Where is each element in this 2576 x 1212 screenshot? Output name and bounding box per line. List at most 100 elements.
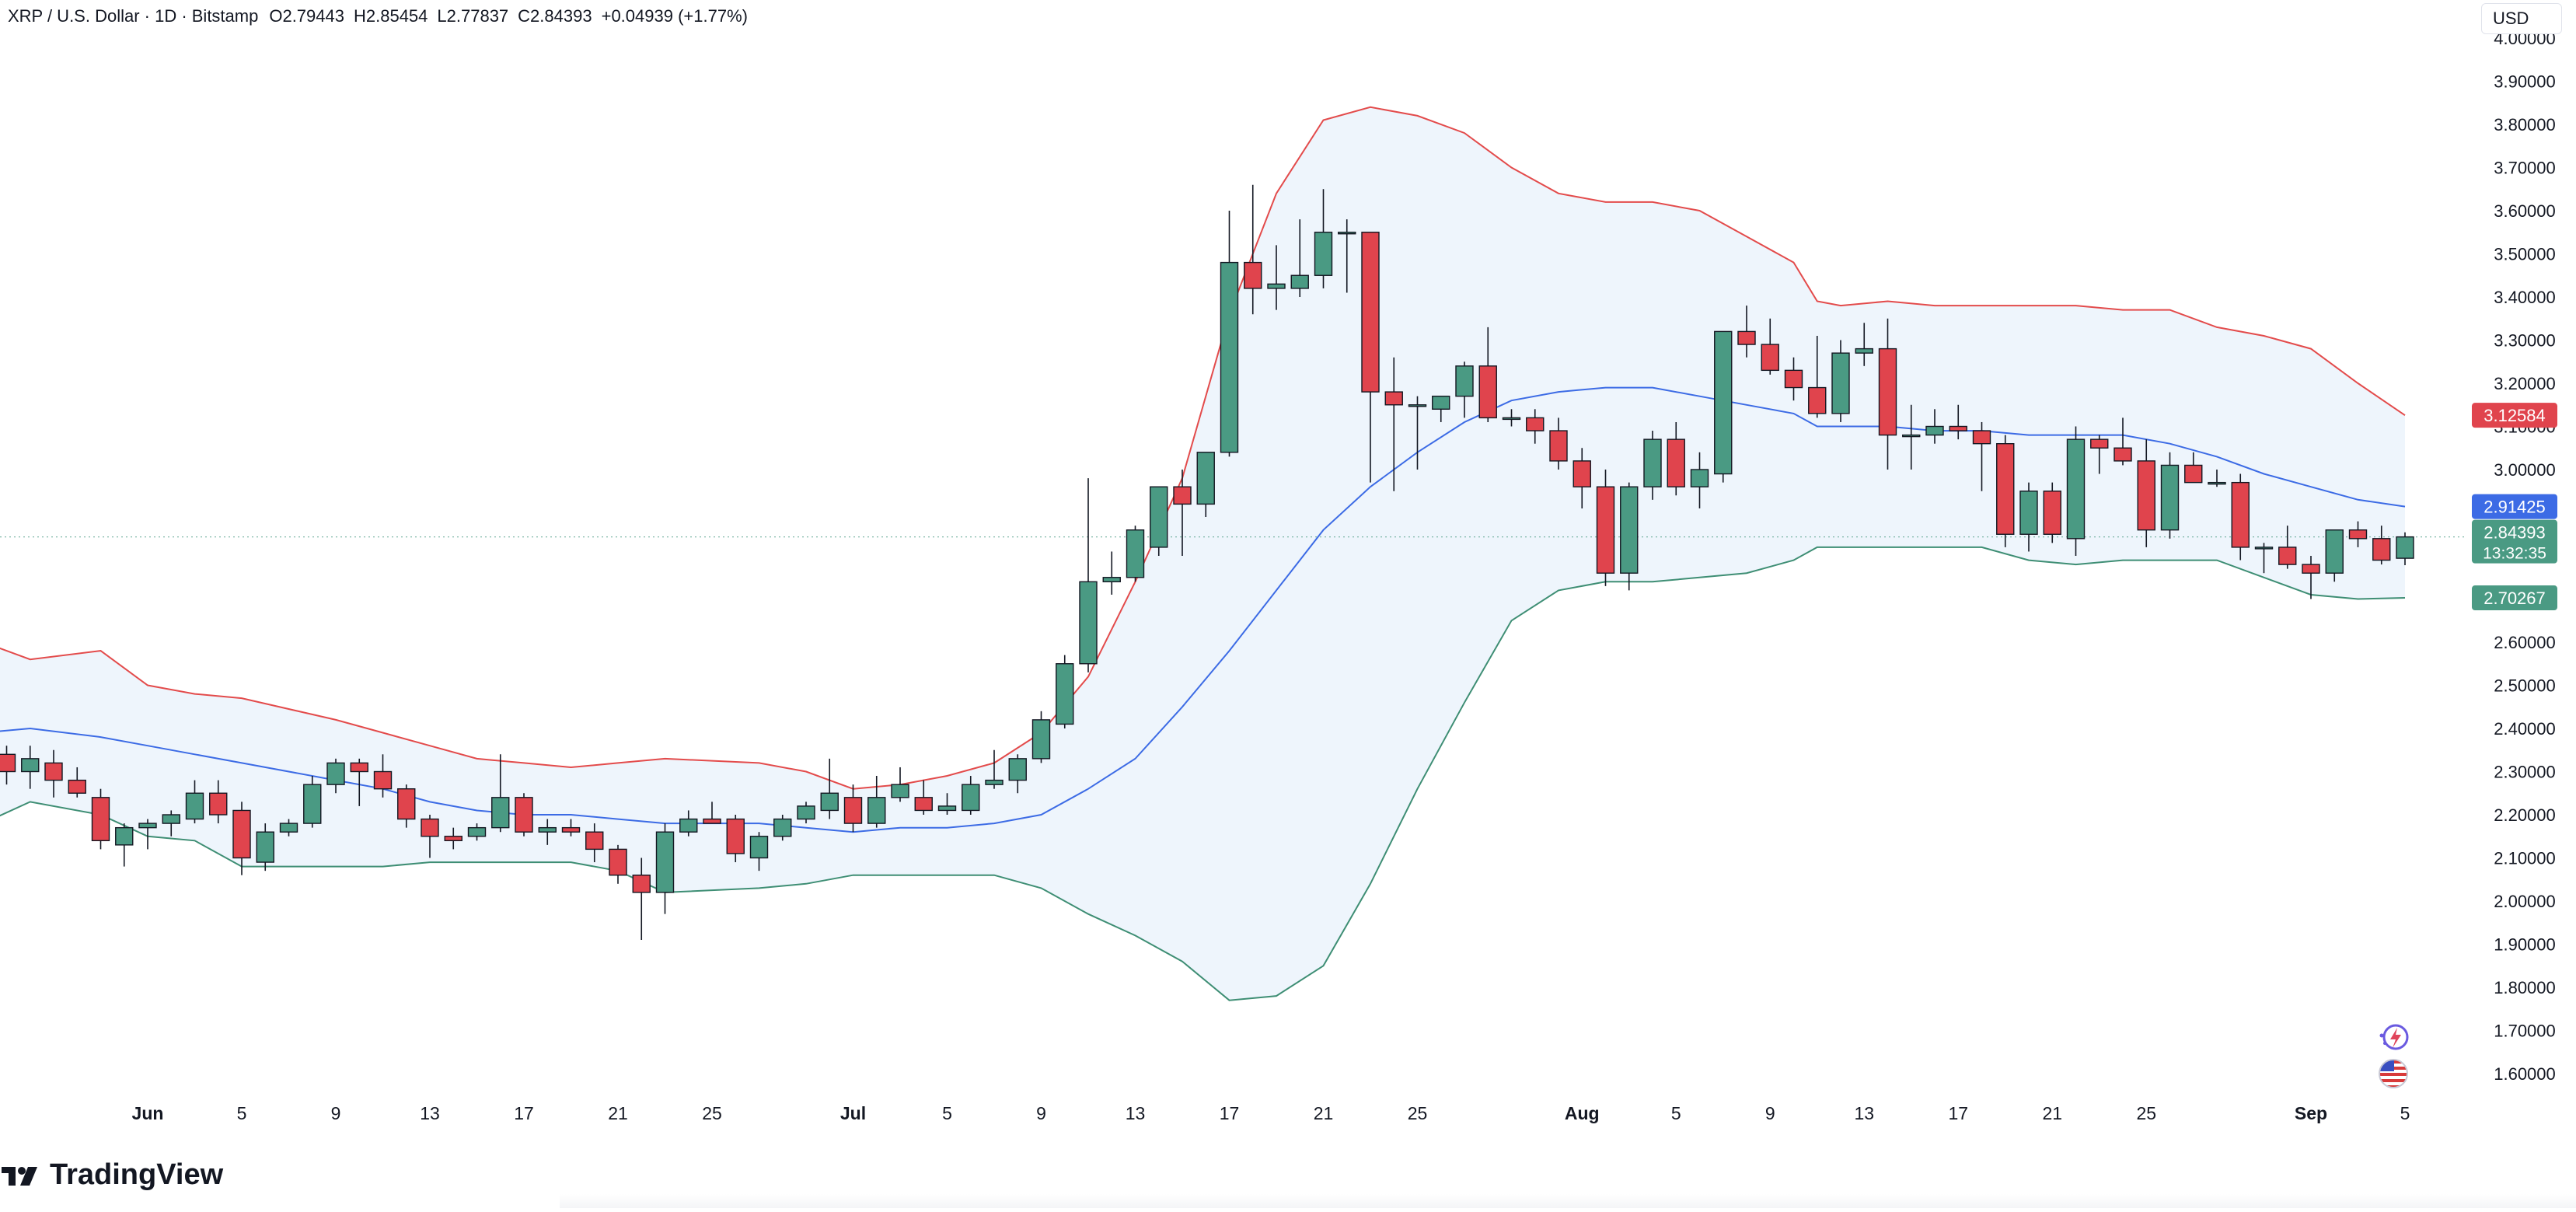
candle-body [1502,417,1521,421]
candle [1173,470,1192,556]
change-value: +0.04939 (+1.77%) [601,6,748,26]
us-flag-icon[interactable] [2375,1056,2411,1091]
candle [1620,482,1639,591]
candle [1761,318,1779,375]
candle [703,802,721,824]
candle-body [749,836,769,859]
x-tick-label: 5 [2400,1103,2410,1123]
y-tick-label: 2.10000 [2494,849,2556,868]
candle [2090,435,2109,474]
candle [1690,452,1709,508]
tradingview-brand[interactable]: TradingView [0,1158,223,1192]
candle [1549,417,1568,470]
candle-body [679,818,698,833]
candle [1667,421,1685,496]
bolt-icon[interactable] [2375,1020,2411,1056]
candle-body [421,818,439,837]
candle [2043,482,2061,543]
candle [1455,362,1474,418]
candle [2137,439,2155,547]
candle-body [1596,486,1615,574]
candle-body [162,814,180,824]
candle [373,754,393,798]
x-tick-label: 25 [702,1103,722,1123]
candle-body [773,818,792,837]
candle-body [1831,352,1850,414]
candle [843,784,863,833]
candle [21,746,40,789]
candle [2114,417,2132,466]
currency-button[interactable]: USD [2481,3,2562,34]
candle-body [538,826,557,833]
candle-body [2396,536,2414,559]
candle [914,780,933,815]
y-tick-label: 1.80000 [2494,978,2556,997]
x-tick-label: 9 [331,1103,341,1123]
candle-body [726,818,745,854]
candle-body [115,826,134,846]
candle-body [1549,430,1568,462]
candle [2396,532,2414,566]
candle-body [279,823,298,833]
candle-body [632,874,651,893]
candle-body [1314,232,1333,276]
x-tick-label: 17 [1220,1103,1240,1123]
candle [1831,340,1850,422]
candle-body [1643,438,1662,487]
y-tick-label: 1.70000 [2494,1022,2556,1041]
y-tick-label: 3.70000 [2494,159,2556,178]
candle [1972,421,1991,491]
candle [1596,470,1615,586]
candle-body [1878,348,1897,436]
candle-body [303,784,322,824]
candle [585,823,604,863]
candle [2254,543,2274,574]
candle [303,776,322,828]
x-tick-label: 21 [2042,1103,2062,1123]
upper-band-badge: 3.12584 [2472,403,2557,428]
candle-body [937,805,957,812]
upper-band-badge-bg [2472,403,2557,428]
tradingview-logo-icon [2,1166,37,1186]
candle [44,749,63,798]
candle [1008,754,1027,794]
candle-body [2372,538,2391,561]
candle [1949,404,1967,440]
candle [326,758,345,794]
candle-body [797,805,815,820]
candle-body [1408,404,1427,407]
candle [1572,448,1591,508]
candle [1056,655,1074,728]
candle-body [2114,447,2132,462]
candle [1102,551,1121,595]
y-tick-label: 3.90000 [2494,72,2556,92]
x-tick-label: Aug [1565,1103,1600,1123]
candle [962,776,980,815]
basis-badge-bg [2472,494,2557,519]
candle [68,767,86,798]
candle-body [1173,486,1192,505]
candle [350,758,368,806]
candle [1925,409,1944,444]
y-tick-label: 2.50000 [2494,676,2556,696]
candle [538,819,557,845]
candle-body [2302,564,2320,574]
x-tick-label: 13 [1854,1103,1874,1123]
candle [1526,409,1545,444]
candle [632,857,651,940]
candle-body [444,836,462,841]
candle [1267,245,1286,310]
symbol-name[interactable]: XRP / U.S. Dollar · 1D · Bitstamp [8,6,259,26]
candle-body [1056,663,1074,725]
x-tick-label: Jul [840,1103,866,1123]
candle [397,784,416,828]
candle [256,823,274,871]
candle-body [1244,261,1262,289]
candle [749,832,769,871]
candle [91,788,110,850]
candle [1244,184,1262,315]
bottom-strip [560,1194,2576,1208]
last-price-badge: 2.84393 13:32:35 [2472,519,2557,564]
x-tick-label: Sep [2295,1103,2327,1123]
